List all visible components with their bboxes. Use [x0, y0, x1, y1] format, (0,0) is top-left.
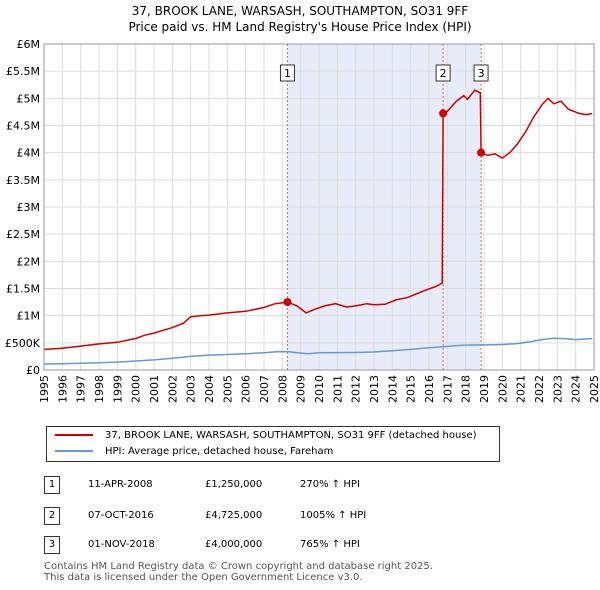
x-tick-label: 1997 [75, 375, 88, 403]
y-tick-label: £4.5M [6, 120, 40, 133]
transaction-date: 07-OCT-2016 [88, 510, 154, 521]
x-tick-label: 2017 [441, 375, 454, 403]
footer-copyright: Contains HM Land Registry data © Crown c… [44, 561, 433, 572]
transaction-label-number: 2 [440, 67, 447, 80]
x-tick-label: 2021 [515, 375, 528, 403]
x-tick-label: 2018 [460, 375, 473, 403]
x-tick-label: 2010 [313, 375, 326, 403]
chart-subtitle: Price paid vs. HM Land Registry's House … [128, 20, 472, 34]
transaction-price: £4,000,000 [205, 539, 263, 550]
x-tick-label: 2020 [496, 375, 509, 403]
transaction-label-number: 1 [284, 67, 291, 80]
hpi-series-line [43, 337, 593, 365]
legend: 37, BROOK LANE, WARSASH, SOUTHAMPTON, SO… [46, 426, 500, 462]
price-chart: 1 2 3 £0 £500K £1M £1.5M £2M £2.5M £3M £3.5M £4M £4… [5, 38, 600, 403]
legend-swatch-property [55, 434, 93, 436]
transaction-hpi: 1005% ↑ HPI [300, 510, 367, 521]
legend-label-hpi: HPI: Average price, detached house, Fare… [105, 446, 334, 457]
x-tick-label: 2003 [185, 375, 198, 403]
y-tick-label: £1.5M [6, 283, 40, 296]
x-tick-label: 2019 [478, 375, 491, 403]
x-tick-label: 2016 [423, 375, 436, 403]
transaction-marker [283, 298, 292, 307]
x-tick-label: 2002 [166, 375, 179, 403]
legend-label-property: 37, BROOK LANE, WARSASH, SOUTHAMPTON, SO… [105, 430, 477, 441]
x-tick-label: 1995 [38, 375, 51, 403]
x-tick-label: 2006 [240, 375, 253, 403]
x-tick-label: 2004 [203, 375, 216, 403]
legend-item-hpi: HPI: Average price, detached house, Fare… [55, 444, 333, 460]
y-tick-label: £6M [17, 38, 41, 51]
transaction-hpi: 270% ↑ HPI [300, 479, 360, 490]
legend-swatch-hpi [55, 450, 93, 452]
transaction-price: £1,250,000 [205, 479, 263, 490]
y-tick-label: £5M [17, 92, 41, 105]
transaction-label-box [435, 64, 451, 82]
property-series-line [43, 89, 593, 351]
y-tick-label: £3M [17, 201, 41, 214]
x-tick-label: 2023 [551, 375, 564, 403]
transaction-badge: 1 [44, 476, 60, 494]
x-tick-label: 2001 [148, 375, 161, 403]
x-tick-label: 2025 [588, 375, 600, 403]
transaction-row: 2 07-OCT-2016 £4,725,000 1005% ↑ HPI [0, 506, 600, 526]
x-tick-label: 2005 [221, 375, 234, 403]
x-tick-label: 2008 [276, 375, 289, 403]
x-tick-label: 2009 [295, 375, 308, 403]
transaction-marker [439, 109, 448, 118]
y-tick-label: £2M [17, 255, 41, 268]
y-tick-label: £4M [17, 147, 41, 160]
x-tick-label: 2012 [350, 375, 363, 403]
transaction-markers [283, 109, 486, 307]
legend-item-property: 37, BROOK LANE, WARSASH, SOUTHAMPTON, SO… [55, 428, 477, 444]
x-tick-label: 2024 [570, 375, 583, 403]
transaction-label-box [279, 64, 295, 82]
y-axis-ticks: £0 £500K £1M £1.5M £2M £2.5M £3M £3.5M £4M £4.5M £… [5, 38, 41, 377]
y-tick-label: £5.5M [6, 65, 40, 78]
y-tick-label: £3.5M [6, 174, 40, 187]
y-tick-label: £2.5M [6, 228, 40, 241]
x-tick-label: 2011 [331, 375, 344, 403]
chart-title: 37, BROOK LANE, WARSASH, SOUTHAMPTON, SO… [131, 4, 469, 18]
transaction-labels: 1 2 3 [279, 64, 489, 82]
transaction-badge: 3 [44, 536, 60, 554]
y-tick-label: £1M [17, 310, 41, 323]
transaction-date: 01-NOV-2018 [88, 539, 155, 550]
x-axis-ticks: 1995 1996 1997 1998 1999 2000 2001 2002 2003 2004… [38, 375, 600, 403]
transaction-marker [477, 148, 486, 157]
transaction-date: 11-APR-2008 [88, 479, 153, 490]
footer-licence: This data is licensed under the Open Gov… [44, 572, 363, 583]
transaction-row: 3 01-NOV-2018 £4,000,000 765% ↑ HPI [0, 535, 600, 555]
x-tick-label: 2022 [533, 375, 546, 403]
y-tick-label: £0 [26, 364, 40, 377]
x-tick-label: 2013 [368, 375, 381, 403]
transaction-badge: 2 [44, 507, 60, 525]
transaction-row: 1 11-APR-2008 £1,250,000 270% ↑ HPI [0, 475, 600, 495]
transaction-label-number: 3 [478, 67, 485, 80]
y-tick-label: £500K [5, 337, 41, 350]
transaction-price: £4,725,000 [205, 510, 263, 521]
x-tick-label: 2007 [258, 375, 271, 403]
x-tick-label: 2000 [130, 375, 143, 403]
x-tick-label: 1999 [111, 375, 124, 403]
transaction-label-box [473, 64, 489, 82]
x-tick-label: 1996 [56, 375, 69, 403]
x-tick-label: 2015 [405, 375, 418, 403]
x-tick-label: 1998 [93, 375, 106, 403]
x-tick-label: 2014 [386, 375, 399, 403]
transaction-hpi: 765% ↑ HPI [300, 539, 360, 550]
plot-border [43, 43, 595, 371]
